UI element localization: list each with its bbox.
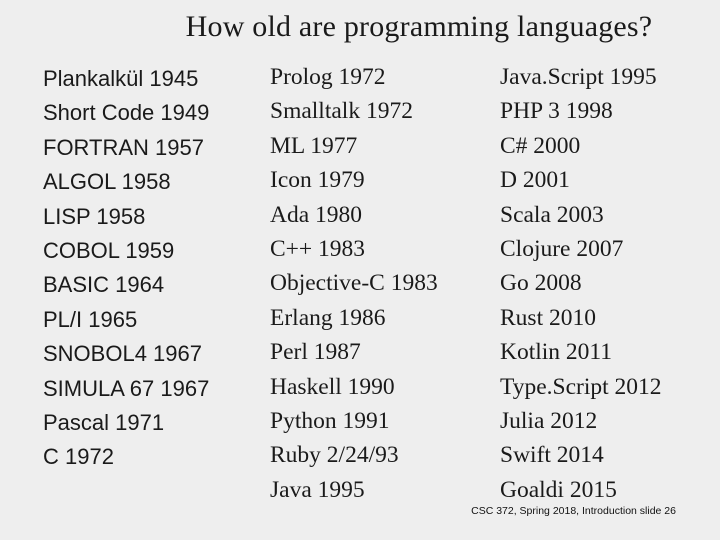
language-entry: SIMULA 67 1967 bbox=[43, 375, 210, 401]
language-entry: ML 1977 bbox=[270, 132, 358, 159]
language-entry: Clojure 2007 bbox=[500, 236, 624, 263]
language-column-1: Plankalkül 1945 Short Code 1949 FORTRAN 19… bbox=[43, 62, 209, 475]
language-column-3: Java.Script 1995 PHP 3 1998 C# 2000 D 2001 S… bbox=[500, 60, 662, 507]
language-entry: Objective-C 1983 bbox=[270, 270, 438, 297]
language-entry: C 1972 bbox=[43, 444, 114, 470]
language-entry: Java.Script 1995 bbox=[500, 64, 657, 90]
language-entry: Haskell 1990 bbox=[270, 373, 395, 400]
language-entry: LISP 1958 bbox=[43, 203, 146, 229]
language-entry: FORTRAN 1957 bbox=[43, 134, 204, 160]
slide-title: How old are programming languages? bbox=[185, 10, 653, 43]
language-entry: SNOBOL4 1967 bbox=[43, 341, 202, 367]
language-entry: Java 1995 bbox=[270, 476, 365, 503]
language-entry: Rust 2010 bbox=[500, 304, 596, 331]
language-entry: ALGOL 1958 bbox=[43, 169, 171, 195]
language-entry: Goaldi 2015 bbox=[500, 476, 617, 503]
language-entry: Go 2008 bbox=[500, 270, 582, 297]
language-entry: D 2001 bbox=[500, 167, 570, 194]
language-entry: Short Code 1949 bbox=[43, 100, 210, 126]
language-entry: Ada 1980 bbox=[270, 201, 363, 228]
language-entry: Icon 1979 bbox=[270, 167, 365, 194]
language-entry: Swift 2014 bbox=[500, 442, 604, 469]
language-entry: Ruby 2/24/93 bbox=[270, 442, 399, 469]
language-entry: Plankalkül 1945 bbox=[43, 66, 199, 91]
language-entry: Pascal 1971 bbox=[43, 410, 165, 436]
language-entry: Erlang 1986 bbox=[270, 304, 386, 331]
language-entry: Julia 2012 bbox=[500, 408, 598, 435]
language-entry: Smalltalk 1972 bbox=[270, 98, 413, 125]
language-entry: C++ 1983 bbox=[270, 236, 366, 263]
language-entry: Kotlin 2011 bbox=[500, 339, 613, 366]
language-entry: Type.Script 2012 bbox=[500, 373, 662, 400]
language-entry: COBOL 1959 bbox=[43, 238, 175, 264]
language-entry: Prolog 1972 bbox=[270, 64, 386, 90]
language-column-2: Prolog 1972 Smalltalk 1972 ML 1977 Icon 197… bbox=[270, 60, 438, 507]
slide-footer: CSC 372, Spring 2018, Introduction slide… bbox=[471, 505, 676, 517]
language-entry: Scala 2003 bbox=[500, 201, 604, 228]
language-entry: Python 1991 bbox=[270, 408, 390, 435]
language-entry: Perl 1987 bbox=[270, 339, 361, 366]
language-entry: PL/I 1965 bbox=[43, 306, 138, 332]
language-entry: C# 2000 bbox=[500, 132, 581, 159]
language-entry: PHP 3 1998 bbox=[500, 98, 613, 125]
language-entry: BASIC 1964 bbox=[43, 272, 165, 298]
